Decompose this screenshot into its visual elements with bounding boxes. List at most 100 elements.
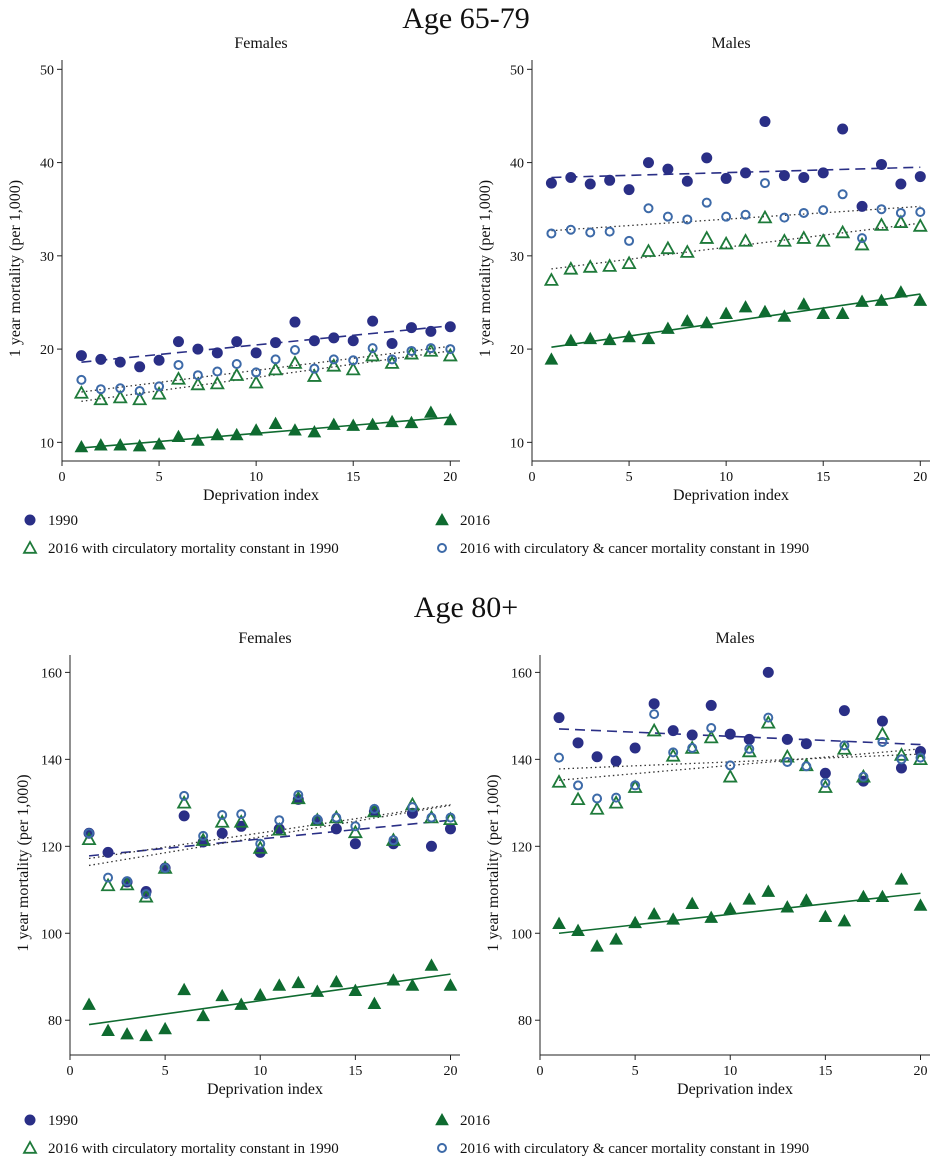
legend-age-65-79: 1990 2016 2016 with circulatory mortality … [22,512,809,557]
point-circ: 2016 with circulatory mortality constant… [582,259,598,273]
y-tick-label: 40 [40,157,54,172]
point-s1990: 1990: x=17, y=20.6 [386,337,398,349]
point-circ: 2016 with circulatory mortality constant… [81,831,97,846]
point-circ: 2016 with circulatory mortality constant… [703,729,719,744]
point-circcancer: 2016 with circulatory & cancer mortality… [701,197,712,208]
y-tick-label: 30 [40,250,54,265]
series-s2016: 2016: x=1, y=9.5 2016: x=2, y=9.7 2016: x=… [74,405,458,453]
point-s1990: 1990: x=3, y=37.7 [584,178,596,190]
x-axis-label: Deprivation index [207,1081,323,1098]
fit-line-s1990 [88,819,451,857]
point-circcancer: 2016 with circulatory & cancer mortality… [173,359,184,370]
legend-marker-s1990 [24,514,36,526]
point-circcancer: 2016 with circulatory & cancer mortality… [95,384,106,395]
y-tick-label: 80 [48,1014,62,1029]
point-s1990: 1990: x=7, y=146.6 [667,725,679,737]
point-circ: 2016 with circulatory mortality constant… [112,389,128,404]
point-s2016: 2016: x=19, y=13.2 [424,405,438,418]
point-s1990: 1990: x=15, y=38.9 [817,167,829,179]
x-tick-label: 0 [59,470,66,485]
point-circ: 2016 with circulatory mortality constant… [214,814,230,828]
x-tick-label: 10 [249,470,263,485]
point-circcancer: 2016 with circulatory & cancer mortality… [876,204,887,215]
point-s1990: 1990: x=18, y=22.3 [405,322,417,334]
point-circcancer: 2016 with circulatory & cancer mortality… [425,343,436,354]
y-tick-label: 160 [41,666,62,681]
legend-label-s2016: 2016 [460,1113,491,1129]
point-circcancer: 2016 with circulatory & cancer mortality… [331,812,342,823]
x-tick-label: 20 [443,1064,457,1079]
legend-item-circ: 2016 with circulatory mortality constant… [22,1140,339,1157]
point-circ: 2016 with circulatory mortality constant… [151,386,167,400]
point-circcancer: 2016 with circulatory & cancer mortality… [312,814,323,825]
point-s1990: 1990: x=10, y=19.6 [250,347,262,359]
legend-label-circcancer: 2016 with circulatory & cancer mortality… [460,541,809,557]
y-tick-label: 40 [510,157,524,172]
legend-marker-s2016 [435,512,449,526]
x-tick-label: 10 [719,470,733,485]
point-circcancer: 2016 with circulatory & cancer mortality… [554,752,565,763]
fit-line-s1990 [551,166,921,179]
legend-marker-circcancer [437,1143,447,1153]
y-tick-label: 140 [41,753,62,768]
point-s2016: 2016: x=4, y=98.6 [609,932,623,945]
series-circ: 2016 with circulatory mortality constant… [81,790,459,903]
point-circ: 2016 with circulatory mortality constant… [229,367,245,381]
point-circcancer: 2016 with circulatory & cancer mortality… [565,224,576,235]
point-circ: 2016 with circulatory mortality constant… [190,376,206,391]
y-tick-label: 10 [40,436,54,451]
series-circcancer: 2016 with circulatory & cancer mortality… [546,178,926,246]
point-s2016: 2016: x=20, y=88 [443,978,458,991]
point-circcancer: 2016 with circulatory & cancer mortality… [706,723,717,734]
point-s2016: 2016: x=15, y=11.8 [346,418,361,431]
point-circ: 2016 with circulatory mortality constant… [365,347,381,362]
point-s2016: 2016: x=7, y=103.2 [666,912,681,925]
point-s2016: 2016: x=4, y=76.4 [139,1028,153,1042]
point-s1990: 1990: x=14, y=21.2 [328,332,340,344]
point-s2016: 2016: x=1, y=9.5 [74,439,89,453]
point-s2016: 2016: x=12, y=109.6 [761,884,776,897]
point-s1990: 1990: x=2, y=18.9 [95,353,107,365]
point-s1990: 1990: x=5, y=37.1 [623,184,635,196]
point-s1990: 1990: x=8, y=38 [681,175,693,187]
point-circcancer: 2016 with circulatory & cancer mortality… [896,754,907,765]
point-circcancer: 2016 with circulatory & cancer mortality… [818,205,829,216]
point-s2016: 2016: x=17, y=12.2 [385,414,399,428]
point-s2016: 2016: x=19, y=92.6 [424,958,439,971]
point-s1990: 1990: x=20, y=22.4 [444,321,456,333]
point-s2016: 2016: x=1, y=83.6 [82,997,96,1010]
x-tick-label: 15 [818,1064,832,1079]
series-circ: 2016 with circulatory mortality constant… [73,343,458,406]
point-circcancer: 2016 with circulatory & cancer mortality… [857,233,868,244]
point-circcancer: 2016 with circulatory & cancer mortality… [76,374,87,385]
x-tick-label: 20 [913,470,927,485]
y-tick-label: 100 [41,927,62,942]
point-circ: 2016 with circulatory mortality constant… [543,272,559,286]
point-s1990: 1990: x=12, y=160 [762,666,774,678]
point-s2016: 2016: x=17, y=25.1 [855,294,869,307]
point-s2016: 2016: x=14, y=88.8 [329,974,344,988]
fit-line-circcancer [551,205,921,232]
fit-line-circ [558,748,921,781]
point-s2016: 2016: x=11, y=24.5 [738,300,753,313]
point-circcancer: 2016 with circulatory & cancer mortality… [192,370,203,381]
point-s2016: 2016: x=11, y=107.8 [742,892,757,905]
point-s1990: 1990: x=4, y=38.1 [604,174,616,186]
x-axis-label: Deprivation index [677,1081,793,1098]
legend-item-circ: 2016 with circulatory mortality constant… [22,540,339,557]
point-s1990: 1990: x=19, y=21.9 [425,325,437,337]
point-circ: 2016 with circulatory mortality constant… [73,385,89,399]
point-circ: 2016 with circulatory mortality constant… [722,768,738,783]
point-circ: 2016 with circulatory mortality constant… [551,774,567,788]
series-circ: 2016 with circulatory mortality constant… [543,209,928,286]
point-s1990: 1990: x=19, y=37.7 [895,178,907,190]
point-circcancer: 2016 with circulatory & cancer mortality… [915,752,926,763]
legend-age-80-plus: 1990 2016 2016 with circulatory mortality … [22,1112,809,1157]
point-circ: 2016 with circulatory mortality constant… [602,258,618,272]
point-s1990: 1990: x=12, y=22.9 [289,316,301,328]
point-circcancer: 2016 with circulatory & cancer mortality… [798,207,809,218]
point-circ: 2016 with circulatory mortality constant… [132,391,148,406]
point-s1990: 1990: x=13, y=38.6 [778,170,790,182]
point-s1990: 1990: x=7, y=39.3 [662,163,674,175]
point-s2016: 2016: x=9, y=22.8 [699,315,714,329]
